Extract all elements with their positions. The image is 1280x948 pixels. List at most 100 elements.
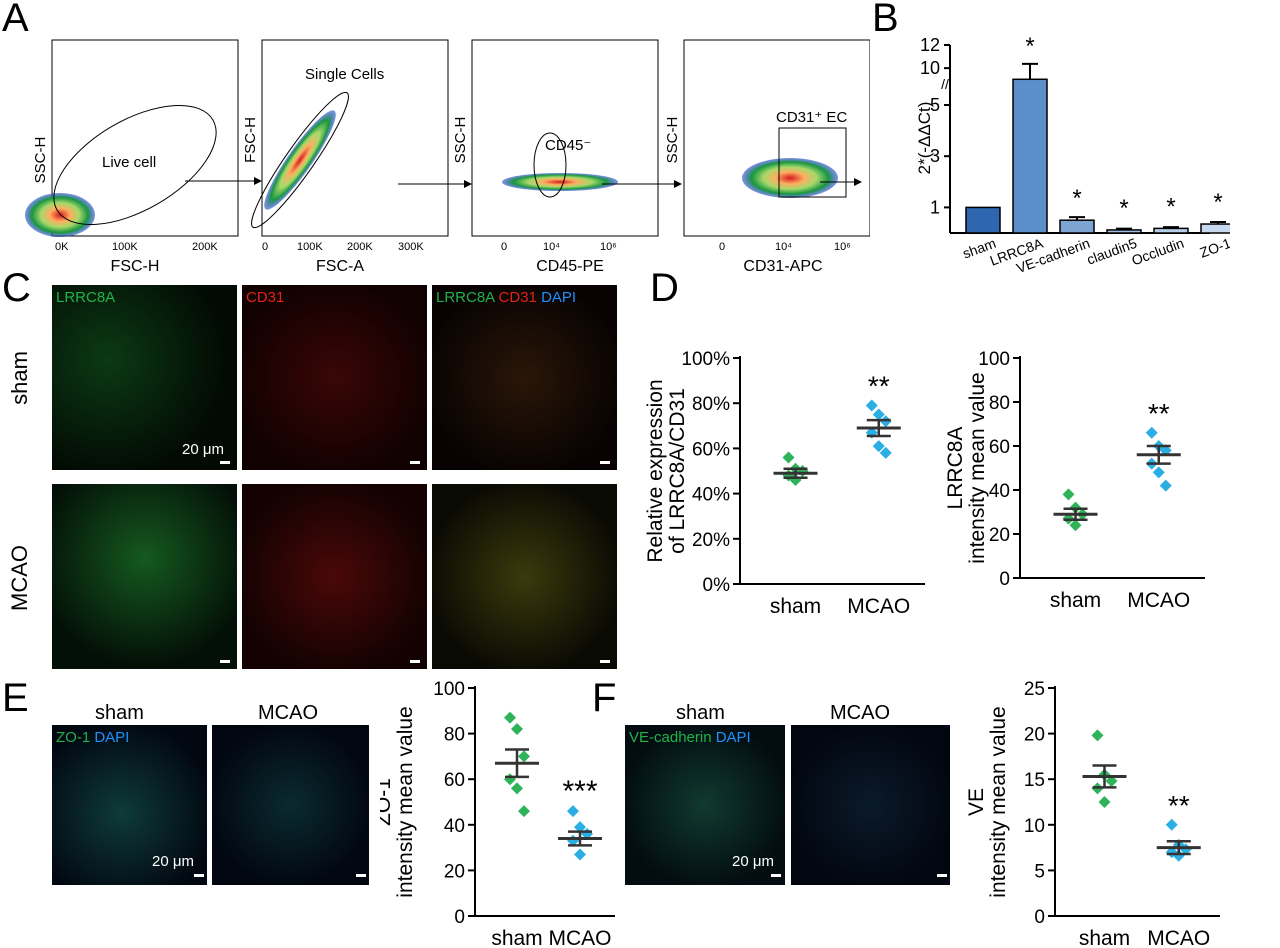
bar bbox=[1106, 229, 1142, 234]
scale-bar bbox=[600, 660, 610, 663]
flow-plot-1: Live cell SSC-H FSC-H 0K 100K 200K bbox=[25, 39, 262, 275]
y-axis-label: Relative expression bbox=[644, 379, 667, 562]
y-tick-label: 20 bbox=[1024, 725, 1045, 746]
scale-bar bbox=[937, 874, 947, 877]
micrograph-c-sham-cd31: CD31 bbox=[242, 285, 427, 470]
y-tick-label: 40% bbox=[692, 485, 730, 506]
y-tick-label: 12 bbox=[920, 35, 940, 55]
x-tick: 300K bbox=[398, 241, 424, 253]
x-tick: 100K bbox=[112, 241, 138, 253]
arrowhead bbox=[464, 180, 472, 188]
y-tick-label: 20 bbox=[444, 861, 465, 882]
y-axis-label: ZO-1 bbox=[380, 778, 395, 826]
significance-marker: * bbox=[1213, 189, 1222, 216]
scale-bar bbox=[410, 660, 420, 663]
flow-cytometry-panel: Live cell SSC-H FSC-H 0K 100K 200K Singl… bbox=[25, 39, 870, 275]
category-label: ZO-1 bbox=[1198, 235, 1230, 261]
y-axis-label: SSC-H bbox=[32, 137, 49, 184]
x-axis-label: CD45-PE bbox=[536, 258, 604, 275]
category-label: sham bbox=[491, 927, 542, 948]
data-point bbox=[518, 750, 530, 763]
data-point bbox=[518, 805, 530, 818]
data-point bbox=[574, 848, 586, 861]
bar bbox=[1059, 219, 1095, 234]
data-point bbox=[567, 805, 579, 818]
scale-bar-label: 20 μm bbox=[732, 853, 774, 870]
micrograph-f-mcao bbox=[791, 725, 950, 885]
micrograph-c-mcao-lrrc8a bbox=[52, 484, 237, 669]
chart-d-relative-expression: 0% 20% 40% 60% 80% 100% Relative expression of … bbox=[644, 349, 925, 618]
y-tick-label: 25 bbox=[1024, 679, 1045, 700]
y-tick-label: 80% bbox=[692, 394, 730, 415]
scale-bar bbox=[356, 874, 366, 877]
x-axis-label: FSC-H bbox=[111, 258, 160, 275]
density-cloud bbox=[25, 193, 95, 237]
significance-marker: ** bbox=[1148, 398, 1170, 429]
gate-label: Single Cells bbox=[305, 66, 384, 83]
col-label-sham: sham bbox=[676, 702, 725, 724]
data-point bbox=[504, 711, 516, 724]
gate-label: CD45⁻ bbox=[545, 137, 591, 154]
data-point bbox=[1152, 466, 1165, 479]
y-tick-label: 40 bbox=[989, 481, 1010, 502]
panel-label-b: B bbox=[872, 0, 899, 40]
scale-bar bbox=[220, 660, 230, 663]
y-tick-label: 40 bbox=[444, 816, 465, 837]
arrowhead bbox=[254, 177, 262, 185]
data-point bbox=[504, 773, 516, 786]
y-tick-label: 60% bbox=[692, 439, 730, 460]
significance-marker: * bbox=[1025, 33, 1034, 60]
chart-d-lrrc8a-intensity: 0 20 40 60 80 100 LRRC8A intensity mean value sh… bbox=[944, 349, 1205, 612]
col-label-mcao: MCAO bbox=[830, 702, 890, 724]
data-point bbox=[1105, 775, 1118, 788]
data-point bbox=[879, 446, 892, 459]
scale-bar-label: 20 μm bbox=[152, 853, 194, 870]
category-label: MCAO bbox=[549, 927, 612, 948]
x-tick: 0 bbox=[501, 241, 507, 253]
x-axis-label: FSC-A bbox=[316, 258, 364, 275]
scale-bar bbox=[220, 461, 230, 464]
data-point bbox=[1145, 426, 1158, 439]
scale-bar bbox=[410, 461, 420, 464]
data-point bbox=[1159, 479, 1172, 492]
stain-label: VE-cadherin DAPI bbox=[629, 729, 751, 746]
scale-bar-label: 20 μm bbox=[182, 441, 224, 458]
category-label: Occludin bbox=[1129, 235, 1186, 269]
y-tick-label: 5 bbox=[930, 95, 940, 115]
data-point bbox=[574, 821, 586, 834]
y-axis-label: intensity mean value bbox=[966, 372, 989, 563]
flow-plot-2: Single Cells FSC-H FSC-A 0 100K 200K 300… bbox=[242, 39, 472, 275]
category-label: MCAO bbox=[1147, 927, 1210, 948]
merge-label: LRRC8A CD31 DAPI bbox=[436, 289, 577, 306]
y-tick-label: 60 bbox=[444, 770, 465, 791]
micrograph-e-sham: ZO-1 DAPI 20 μm bbox=[52, 725, 207, 885]
category-label: sham bbox=[1079, 927, 1130, 948]
x-tick: 0K bbox=[55, 241, 69, 253]
category-label: MCAO bbox=[1127, 589, 1190, 612]
data-point bbox=[865, 426, 878, 439]
y-axis-label: SSC-H bbox=[664, 117, 681, 164]
y-axis-label: intensity mean value bbox=[394, 706, 417, 897]
flow-plot-4: CD31⁺ EC SSC-H CD31-APC 0 10⁴ 10⁶ bbox=[664, 39, 870, 275]
y-tick-label: 100% bbox=[681, 349, 730, 370]
col-label-mcao: MCAO bbox=[258, 702, 318, 724]
density-cloud bbox=[742, 158, 838, 198]
category-label: sham bbox=[770, 595, 821, 618]
y-axis-label: of LRRC8A/CD31 bbox=[666, 388, 689, 554]
y-tick-label: 60 bbox=[989, 437, 1010, 458]
data-point bbox=[865, 399, 878, 412]
y-tick-label: 20% bbox=[692, 530, 730, 551]
bar bbox=[1012, 78, 1048, 234]
y-axis-label: FSC-H bbox=[242, 117, 259, 163]
y-axis-label: intensity mean value bbox=[987, 706, 1010, 897]
y-tick-label: 5 bbox=[1034, 861, 1045, 882]
data-point bbox=[511, 782, 523, 795]
data-point bbox=[1165, 846, 1178, 859]
chart-f-ve-intensity: 0 5 10 15 20 25 VE intensity mean value sham MCAO… bbox=[965, 679, 1220, 948]
scale-bar bbox=[771, 874, 781, 877]
y-tick-label: 100 bbox=[433, 679, 465, 700]
category-label: MCAO bbox=[847, 595, 910, 618]
micrograph-e-mcao bbox=[212, 725, 369, 885]
y-axis-label: VE bbox=[965, 788, 988, 816]
y-tick-label: 1 bbox=[930, 197, 940, 217]
